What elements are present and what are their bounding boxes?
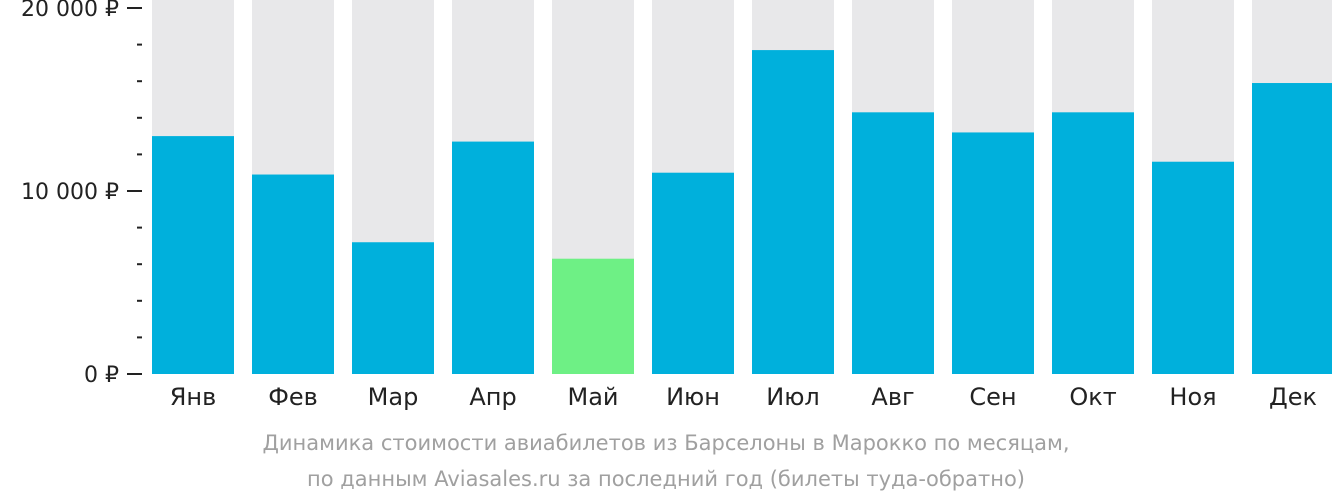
bar bbox=[252, 174, 334, 374]
x-tick-label: Ноя bbox=[1169, 383, 1216, 411]
x-tick-label: Май bbox=[567, 383, 618, 411]
x-tick-label: Июн bbox=[666, 383, 720, 411]
bar bbox=[752, 50, 834, 375]
bar bbox=[1252, 83, 1332, 374]
chart-caption-line-2: по данным Aviasales.ru за последний год … bbox=[307, 467, 1025, 491]
bar bbox=[852, 112, 934, 374]
y-tick-label: 10 000 ₽ bbox=[21, 180, 119, 205]
x-tick-label: Янв bbox=[170, 383, 217, 411]
x-tick-label: Дек bbox=[1269, 383, 1317, 411]
x-tick-label: Июл bbox=[766, 383, 820, 411]
bar bbox=[1052, 112, 1134, 374]
x-tick-label: Фев bbox=[268, 383, 318, 411]
x-tick-label: Сен bbox=[969, 383, 1016, 411]
y-tick-label: 20 000 ₽ bbox=[21, 0, 119, 22]
y-tick-label: 0 ₽ bbox=[84, 363, 119, 388]
x-tick-label: Апр bbox=[469, 383, 516, 411]
price-bar-chart: 0 ₽ 10 000 ₽ 20 000 ₽ Янв Фев Мар Апр Май Июн Июл… bbox=[21, 0, 1332, 411]
bar bbox=[352, 242, 434, 374]
bar bbox=[952, 132, 1034, 374]
bar bbox=[652, 172, 734, 374]
x-tick-label: Окт bbox=[1069, 383, 1116, 411]
x-tick-label: Авг bbox=[871, 383, 914, 411]
bar bbox=[1152, 161, 1234, 374]
bar bbox=[152, 136, 234, 374]
bar bbox=[552, 258, 634, 374]
chart-caption-line-1: Динамика стоимости авиабилетов из Барсел… bbox=[262, 431, 1070, 455]
x-tick-label: Мар bbox=[368, 383, 419, 411]
bar bbox=[452, 141, 534, 374]
